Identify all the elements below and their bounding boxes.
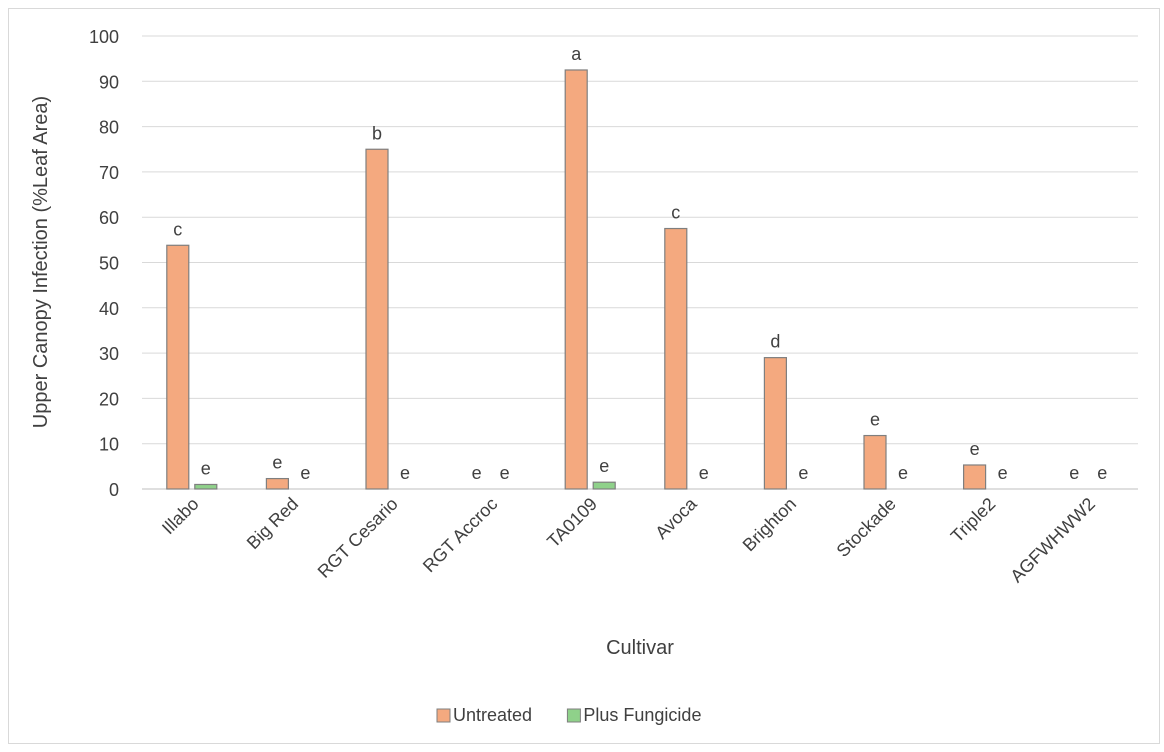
x-tick-label: Avoca: [651, 493, 701, 543]
y-tick-label: 20: [99, 389, 119, 409]
y-axis-title: Upper Canopy Infection (%Leaf Area): [30, 96, 52, 428]
data-label: e: [300, 463, 310, 483]
y-tick-label: 0: [109, 480, 119, 500]
y-tick-label: 90: [99, 72, 119, 92]
bar: [962, 464, 987, 490]
y-tick-label: 10: [99, 435, 119, 455]
x-tick-label: AGFWHWW2: [1006, 494, 1099, 587]
y-tick-label: 60: [99, 208, 119, 228]
data-label: e: [699, 463, 709, 483]
data-label: e: [400, 463, 410, 483]
data-label: a: [571, 44, 582, 64]
x-tick-label: TA0109: [543, 494, 601, 552]
data-label: b: [372, 123, 382, 143]
data-label: e: [998, 463, 1008, 483]
x-tick-label: RGT Cesario: [314, 494, 402, 582]
x-tick-label: Illabo: [158, 494, 203, 539]
bar: [365, 148, 389, 490]
bar: [664, 227, 688, 490]
data-label: e: [798, 463, 808, 483]
y-tick-label: 30: [99, 344, 119, 364]
x-tick-label: RGT Accroc: [419, 494, 502, 577]
y-tick-label: 100: [89, 27, 119, 47]
data-label: e: [870, 410, 880, 430]
bar: [166, 244, 190, 490]
data-label: c: [173, 219, 182, 239]
data-label: e: [201, 458, 211, 478]
x-tick-label: Stockade: [833, 494, 900, 561]
x-tick-label: Brighton: [739, 494, 801, 556]
bar: [863, 434, 887, 490]
data-label: e: [272, 453, 282, 473]
y-tick-label: 70: [99, 163, 119, 183]
bar: [592, 481, 616, 490]
gridlines: [142, 35, 1138, 490]
y-tick-label: 80: [99, 118, 119, 138]
bar: [564, 69, 588, 490]
data-label: c: [671, 203, 680, 223]
legend: Untreated Plus Fungicide: [436, 705, 701, 725]
x-axis-ticks: Illabo Big Red RGT Cesario RGT Accroc TA0109…: [158, 493, 1099, 586]
data-label: e: [1069, 463, 1079, 483]
legend-swatch: [566, 708, 581, 723]
bar: [763, 357, 788, 490]
y-tick-label: 50: [99, 254, 119, 274]
data-label: e: [898, 463, 908, 483]
legend-label: Plus Fungicide: [583, 705, 701, 725]
y-axis-ticks: 0 10 20 30 40 50 60 70 80 90 100: [89, 27, 119, 500]
bar: [194, 483, 218, 490]
legend-label: Untreated: [453, 705, 532, 725]
bars: [166, 69, 987, 490]
x-axis-title: Cultivar: [606, 637, 674, 659]
data-label: e: [1097, 463, 1107, 483]
legend-swatch: [436, 708, 451, 723]
x-tick-label: Big Red: [243, 494, 302, 553]
y-tick-label: 40: [99, 299, 119, 319]
data-label: e: [970, 439, 980, 459]
data-label: d: [770, 332, 780, 352]
bar: [265, 477, 289, 490]
data-label: e: [472, 463, 482, 483]
data-label: e: [500, 463, 510, 483]
x-tick-label: Triple2: [947, 494, 1000, 547]
data-label: e: [599, 456, 609, 476]
